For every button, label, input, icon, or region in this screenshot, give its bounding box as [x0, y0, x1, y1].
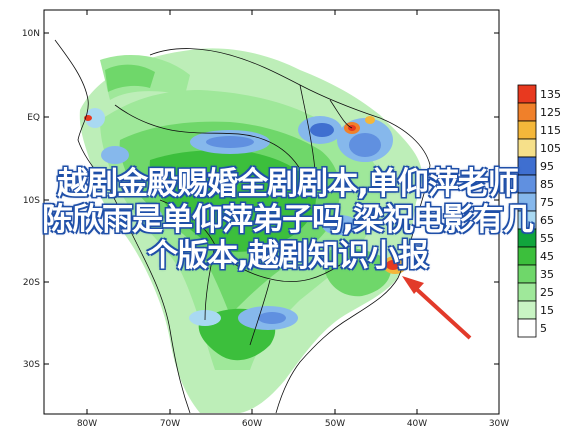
legend-value-label: 125 [540, 106, 561, 119]
legend-swatch [517, 120, 537, 140]
lat-label-10s: 10S [23, 196, 40, 206]
legend-swatch [517, 102, 537, 122]
legend-swatch [517, 192, 537, 212]
legend-swatch [517, 264, 537, 284]
legend-value-label: 35 [540, 268, 554, 281]
legend-value-label: 55 [540, 232, 554, 245]
land-fill [79, 48, 423, 413]
legend-swatch [517, 282, 537, 302]
legend-value-label: 75 [540, 196, 554, 209]
lon-label-80w: 80W [77, 419, 97, 429]
legend-value-label: 85 [540, 178, 554, 191]
lat-label-20s: 20S [23, 278, 40, 288]
coastlines [54, 39, 431, 414]
legend-value-label: 115 [540, 124, 561, 137]
color-legend: 135 125 115 105 95 85 75 65 55 45 35 25 15 5 [517, 84, 561, 338]
legend-value-label: 95 [540, 160, 554, 173]
legend-swatch [517, 210, 537, 230]
lon-label-40w: 40W [407, 419, 427, 429]
legend-value-label: 135 [540, 88, 561, 101]
lat-label-30s: 30S [23, 360, 40, 370]
lon-label-30w: 30W [489, 419, 509, 429]
legend-swatch [517, 228, 537, 248]
legend-value-label: 25 [540, 286, 554, 299]
legend-value-label: 15 [540, 304, 554, 317]
axis-ticks [44, 10, 500, 414]
legend-value-label: 5 [540, 322, 547, 335]
annotation-arrow [402, 276, 472, 340]
lon-label-50w: 50W [325, 419, 345, 429]
lon-label-60w: 60W [242, 419, 262, 429]
lat-label-10n: 10N [22, 29, 40, 39]
legend-swatch [517, 138, 537, 158]
lon-label-70w: 70W [160, 419, 180, 429]
legend-swatch [517, 246, 537, 266]
legend-value-label: 65 [540, 214, 554, 227]
legend-swatch [517, 156, 537, 176]
legend-value-label: 105 [540, 142, 561, 155]
legend-swatch [517, 300, 537, 320]
legend-value-label: 45 [540, 250, 554, 263]
legend-swatch [517, 318, 537, 338]
legend-swatch [517, 174, 537, 194]
lat-label-eq: EQ [27, 113, 40, 123]
legend-swatch [517, 84, 537, 104]
